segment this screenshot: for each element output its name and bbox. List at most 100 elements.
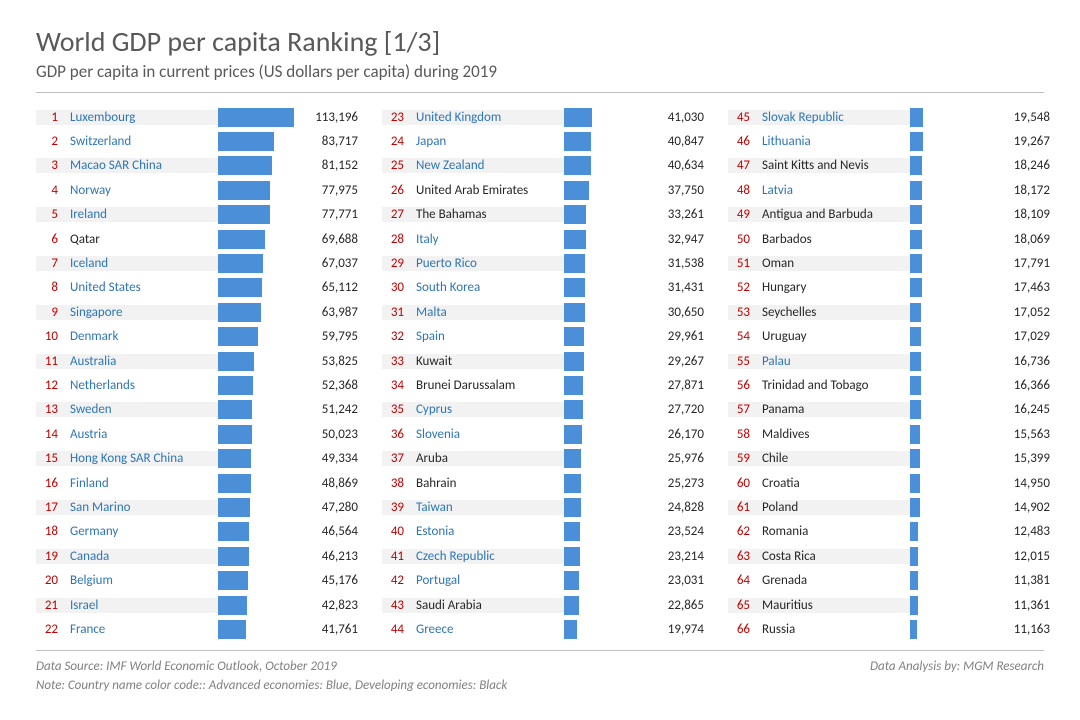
- bar: [564, 522, 580, 541]
- gdp-value: 77,975: [294, 183, 358, 198]
- country-name: Portugal: [410, 573, 564, 588]
- bar: [218, 498, 250, 517]
- gdp-value: 41,030: [640, 110, 704, 125]
- table-row: 2Switzerland83,717: [36, 129, 358, 153]
- bar-cell: [218, 498, 294, 517]
- gdp-value: 83,717: [294, 134, 358, 149]
- country-name: Costa Rica: [756, 549, 910, 564]
- country-name: Switzerland: [64, 134, 218, 149]
- bar: [910, 571, 918, 590]
- bar: [218, 352, 254, 371]
- rank-number: 53: [728, 305, 756, 320]
- bar-cell: [218, 254, 294, 273]
- country-name: Italy: [410, 232, 564, 247]
- country-name: Antigua and Barbuda: [756, 207, 910, 222]
- table-row: 3Macao SAR China81,152: [36, 154, 358, 178]
- country-name: Bahrain: [410, 476, 564, 491]
- country-name: Luxembourg: [64, 110, 218, 125]
- table-row: 8United States65,112: [36, 276, 358, 300]
- table-row: 6Qatar69,688: [36, 227, 358, 251]
- country-name: Saint Kitts and Nevis: [756, 158, 910, 173]
- gdp-value: 15,399: [986, 451, 1050, 466]
- bar: [564, 449, 581, 468]
- gdp-value: 37,750: [640, 183, 704, 198]
- footer-divider: [36, 650, 1044, 651]
- rank-number: 49: [728, 207, 756, 222]
- country-name: Aruba: [410, 451, 564, 466]
- bar-cell: [910, 547, 986, 566]
- bar-cell: [564, 400, 640, 419]
- bar: [218, 449, 251, 468]
- gdp-value: 22,865: [640, 598, 704, 613]
- country-name: Slovenia: [410, 427, 564, 442]
- rank-number: 57: [728, 402, 756, 417]
- country-name: Poland: [756, 500, 910, 515]
- country-name: Iceland: [64, 256, 218, 271]
- rank-number: 31: [382, 305, 410, 320]
- table-row: 49Antigua and Barbuda18,109: [728, 203, 1050, 227]
- bar: [218, 108, 294, 127]
- rank-number: 19: [36, 549, 64, 564]
- bar-cell: [218, 156, 294, 175]
- gdp-value: 52,368: [294, 378, 358, 393]
- table-row: 42Portugal23,031: [382, 568, 704, 592]
- table-row: 62Romania12,483: [728, 520, 1050, 544]
- gdp-value: 27,871: [640, 378, 704, 393]
- bar-cell: [218, 132, 294, 151]
- ranking-column: 45Slovak Republic19,54846Lithuania19,267…: [728, 105, 1050, 642]
- country-name: Denmark: [64, 329, 218, 344]
- bar: [910, 254, 922, 273]
- bar: [218, 547, 249, 566]
- bar-cell: [910, 132, 986, 151]
- bar-cell: [218, 596, 294, 615]
- country-name: Uruguay: [756, 329, 910, 344]
- rank-number: 48: [728, 183, 756, 198]
- bar-cell: [218, 425, 294, 444]
- bar-cell: [218, 474, 294, 493]
- table-row: 56Trinidad and Tobago16,366: [728, 373, 1050, 397]
- country-name: Hong Kong SAR China: [64, 451, 218, 466]
- country-name: Grenada: [756, 573, 910, 588]
- bar-cell: [218, 230, 294, 249]
- table-row: 37Aruba25,976: [382, 446, 704, 470]
- rank-number: 37: [382, 451, 410, 466]
- bar: [564, 620, 577, 639]
- bar-cell: [564, 278, 640, 297]
- bar-cell: [564, 327, 640, 346]
- table-row: 60Croatia14,950: [728, 471, 1050, 495]
- bar: [910, 156, 922, 175]
- rank-number: 4: [36, 183, 64, 198]
- gdp-value: 18,246: [986, 158, 1050, 173]
- bar-cell: [564, 449, 640, 468]
- country-name: Greece: [410, 622, 564, 637]
- gdp-value: 45,176: [294, 573, 358, 588]
- rank-number: 26: [382, 183, 410, 198]
- bar: [564, 108, 592, 127]
- gdp-value: 24,828: [640, 500, 704, 515]
- table-row: 28Italy32,947: [382, 227, 704, 251]
- gdp-value: 53,825: [294, 354, 358, 369]
- rank-number: 43: [382, 598, 410, 613]
- rank-number: 44: [382, 622, 410, 637]
- table-row: 1Luxembourg113,196: [36, 105, 358, 129]
- gdp-value: 19,267: [986, 134, 1050, 149]
- bar-cell: [910, 400, 986, 419]
- table-row: 52Hungary17,463: [728, 276, 1050, 300]
- country-name: Mauritius: [756, 598, 910, 613]
- gdp-value: 17,052: [986, 305, 1050, 320]
- ranking-columns: 1Luxembourg113,1962Switzerland83,7173Mac…: [36, 105, 1044, 642]
- table-row: 20Belgium45,176: [36, 568, 358, 592]
- gdp-value: 11,163: [986, 622, 1050, 637]
- bar-cell: [910, 425, 986, 444]
- bar: [564, 205, 586, 224]
- rank-number: 47: [728, 158, 756, 173]
- bar: [218, 620, 246, 639]
- country-name: Norway: [64, 183, 218, 198]
- bar: [910, 132, 923, 151]
- bar-cell: [564, 522, 640, 541]
- bar: [910, 181, 922, 200]
- country-name: Australia: [64, 354, 218, 369]
- bar: [910, 352, 921, 371]
- country-name: Seychelles: [756, 305, 910, 320]
- bar: [218, 254, 263, 273]
